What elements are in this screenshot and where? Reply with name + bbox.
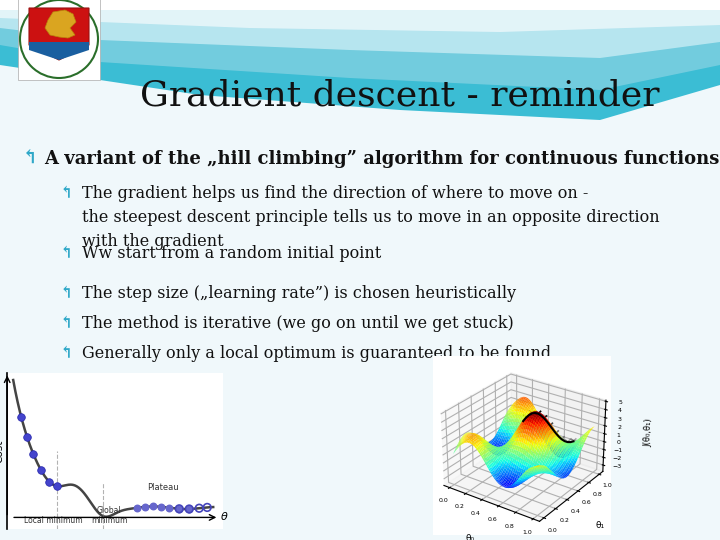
Point bbox=[35, 466, 47, 475]
Polygon shape bbox=[0, 0, 720, 58]
Y-axis label: θ₁: θ₁ bbox=[596, 521, 605, 530]
FancyBboxPatch shape bbox=[18, 0, 100, 80]
Text: ↰: ↰ bbox=[60, 345, 73, 362]
Point bbox=[202, 503, 213, 512]
Text: θ: θ bbox=[221, 512, 228, 522]
Text: A variant of the „hill climbing” algorithm for continuous functions: A variant of the „hill climbing” algorit… bbox=[44, 150, 719, 168]
Point bbox=[184, 505, 195, 514]
Point bbox=[194, 504, 205, 512]
Text: ↰: ↰ bbox=[60, 285, 73, 302]
Point bbox=[156, 503, 167, 511]
Point bbox=[43, 477, 55, 486]
Point bbox=[22, 433, 33, 442]
Y-axis label: Cost: Cost bbox=[0, 439, 4, 463]
Text: ↰: ↰ bbox=[60, 245, 73, 262]
Text: Plateau: Plateau bbox=[148, 483, 179, 492]
Text: The step size („learning rate”) is chosen heuristically: The step size („learning rate”) is chose… bbox=[82, 285, 516, 302]
X-axis label: θ₀: θ₀ bbox=[466, 534, 474, 540]
Point bbox=[184, 505, 195, 514]
Point bbox=[132, 503, 143, 512]
Point bbox=[174, 504, 185, 513]
Text: The method is iterative (we go on until we get stuck): The method is iterative (we go on until … bbox=[82, 315, 514, 332]
Text: The gradient helps us find the direction of where to move on -
the steepest desc: The gradient helps us find the direction… bbox=[82, 185, 660, 251]
Point bbox=[148, 502, 159, 511]
Polygon shape bbox=[0, 0, 720, 120]
Point bbox=[51, 482, 63, 490]
Point bbox=[163, 503, 175, 512]
Text: Gradient descent - reminder: Gradient descent - reminder bbox=[140, 78, 660, 112]
Polygon shape bbox=[29, 42, 89, 60]
Polygon shape bbox=[0, 0, 720, 32]
Point bbox=[27, 449, 39, 458]
Text: Ww start from a random initial point: Ww start from a random initial point bbox=[82, 245, 382, 262]
Text: Local minimum: Local minimum bbox=[24, 516, 83, 525]
Text: Generally only a local optimum is guaranteed to be found: Generally only a local optimum is guaran… bbox=[82, 345, 551, 362]
Polygon shape bbox=[0, 0, 720, 10]
Point bbox=[140, 503, 151, 511]
Polygon shape bbox=[45, 10, 76, 38]
Polygon shape bbox=[0, 0, 720, 90]
Point bbox=[15, 413, 27, 421]
Text: Global
minimum: Global minimum bbox=[91, 506, 127, 525]
Text: ↰: ↰ bbox=[22, 150, 38, 168]
Text: ↰: ↰ bbox=[60, 185, 73, 202]
Text: ↰: ↰ bbox=[60, 315, 73, 332]
Point bbox=[174, 504, 185, 513]
Polygon shape bbox=[29, 8, 89, 60]
